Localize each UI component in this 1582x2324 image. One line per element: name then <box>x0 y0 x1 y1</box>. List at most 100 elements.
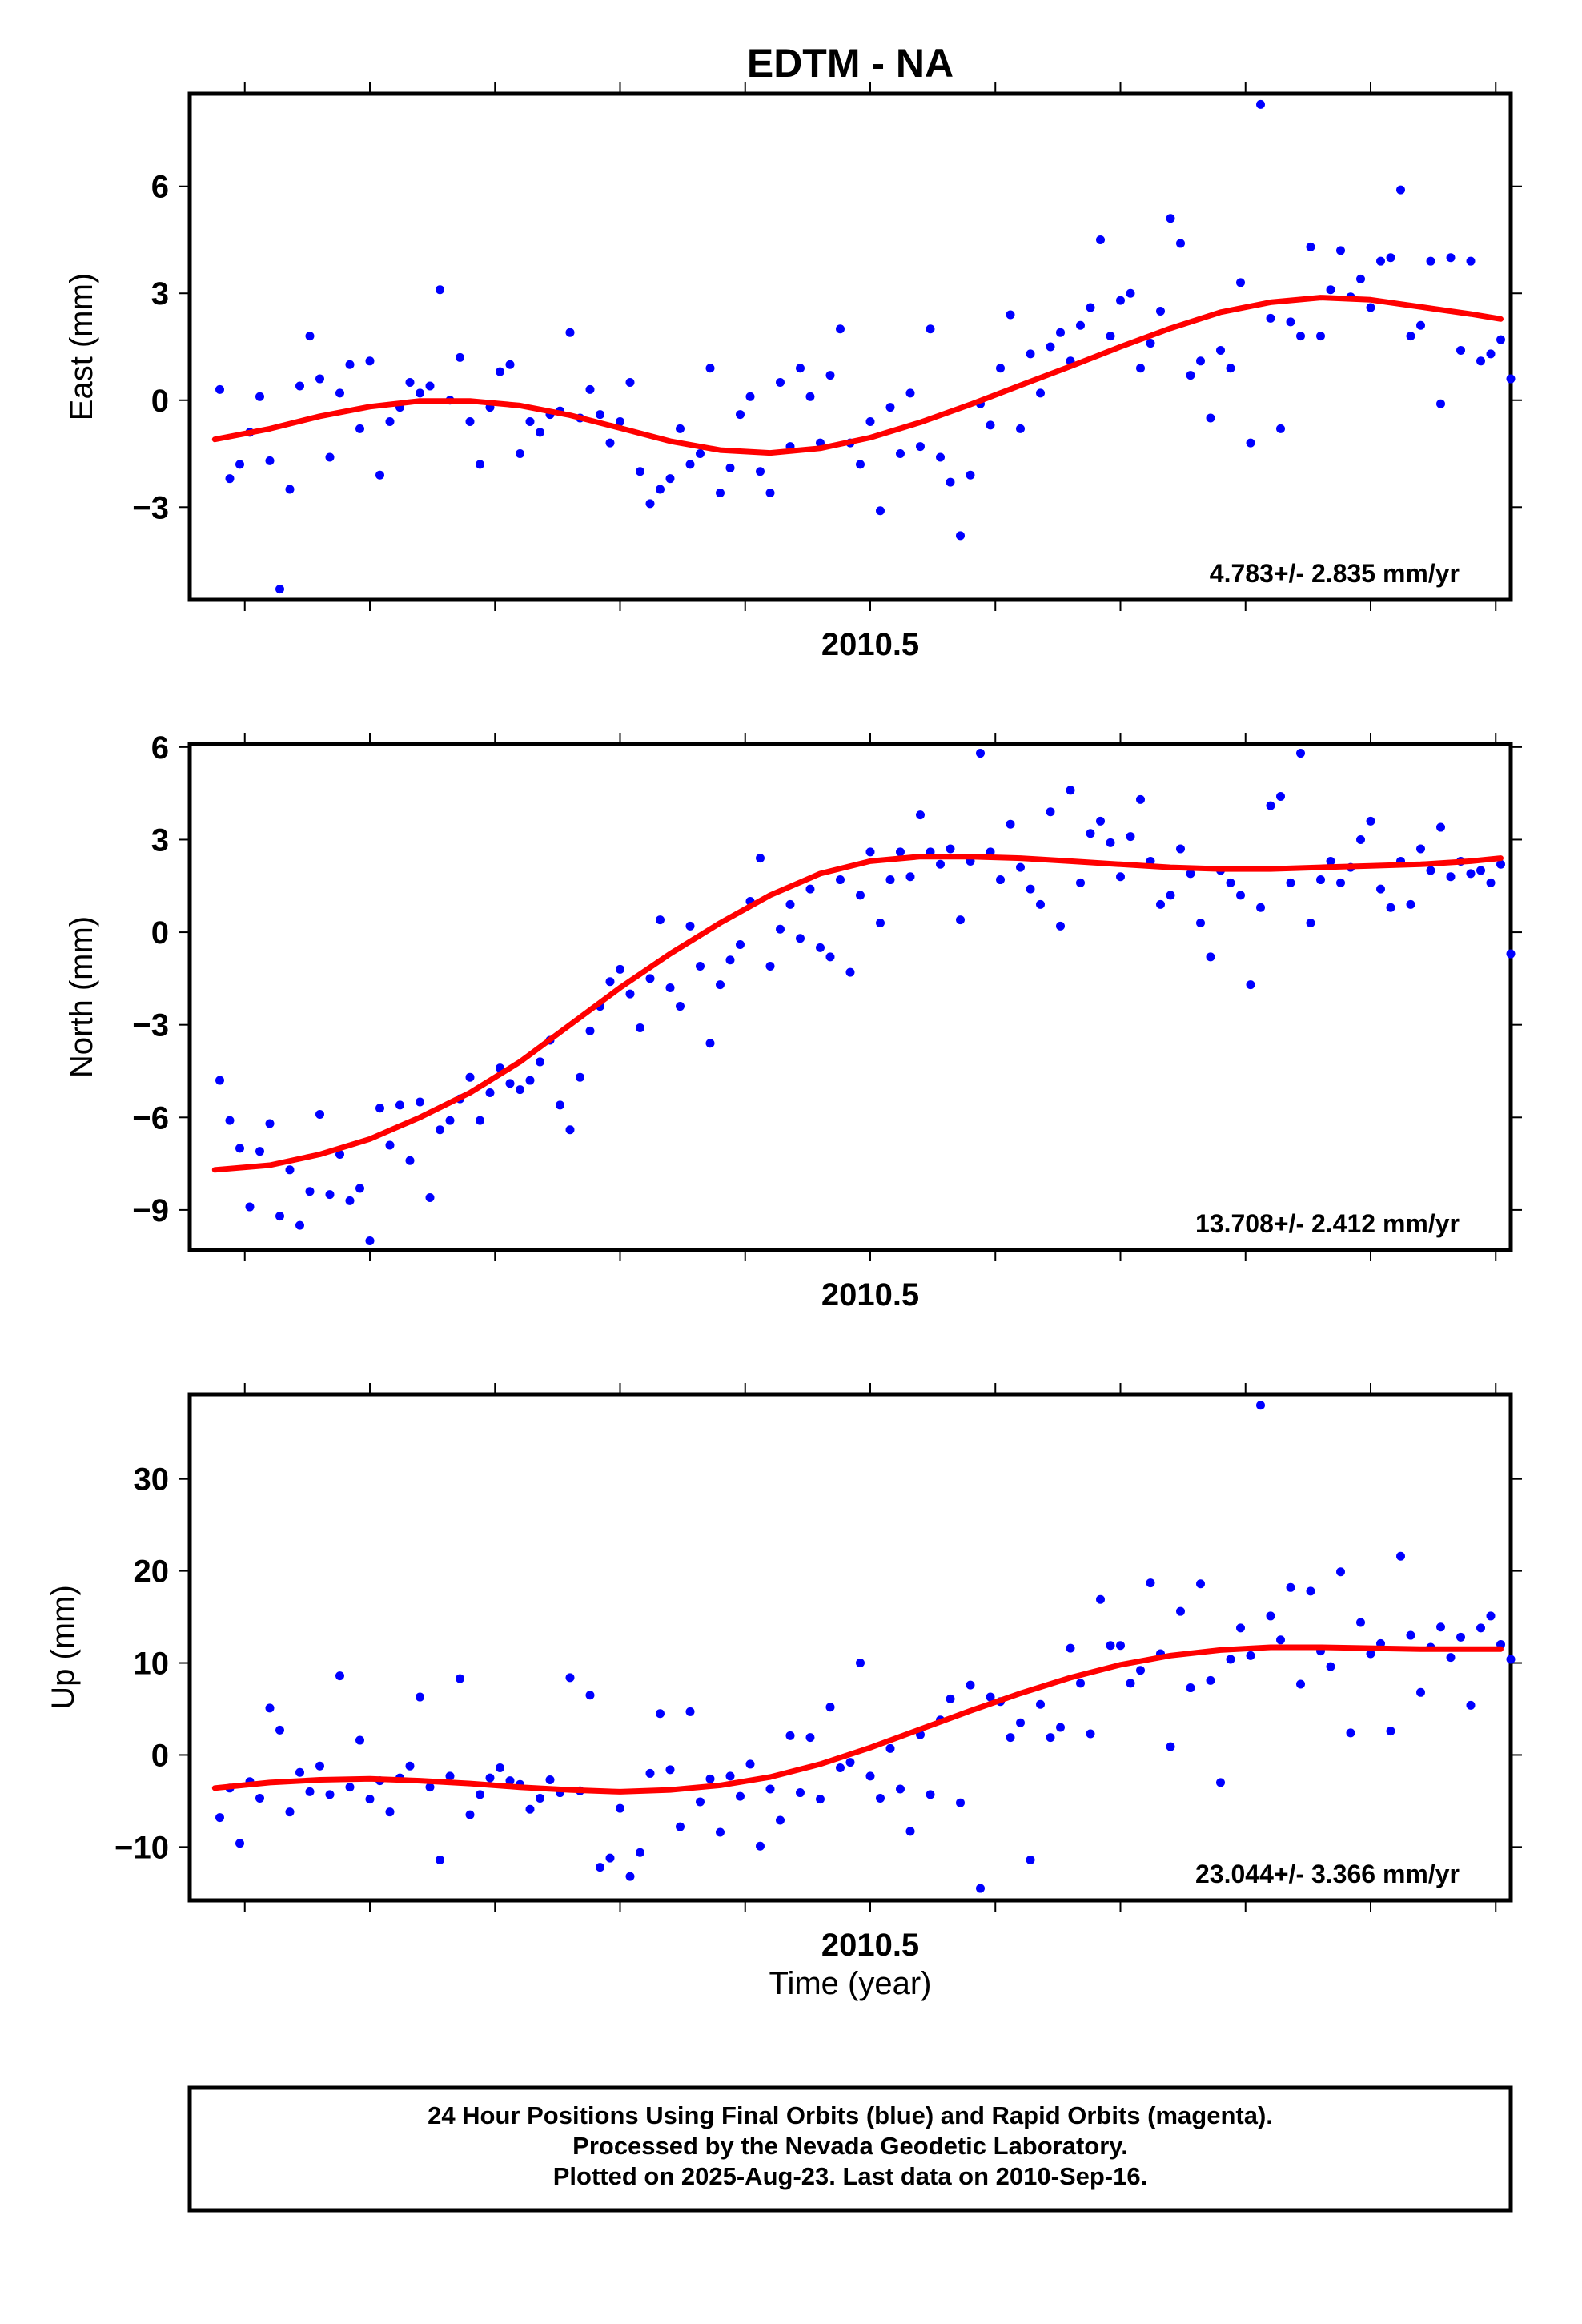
up-data-point <box>496 1763 504 1773</box>
east-data-point <box>1036 388 1045 398</box>
up-data-point <box>736 1791 745 1801</box>
north-data-point <box>536 1057 544 1067</box>
east-rate-label: 4.783+/- 2.835 mm/yr <box>1210 559 1460 588</box>
up-data-point <box>1166 1742 1175 1751</box>
east-data-point <box>1436 399 1445 408</box>
east-y-tick-label: 0 <box>151 384 169 419</box>
up-data-point <box>825 1703 835 1712</box>
east-data-point <box>716 488 725 497</box>
up-data-point <box>705 1774 715 1783</box>
north-data-point <box>375 1104 384 1113</box>
up-data-point <box>1466 1700 1476 1710</box>
up-data-point <box>1146 1578 1155 1588</box>
east-data-point <box>865 416 875 426</box>
up-data-point <box>885 1743 895 1753</box>
east-data-point <box>756 467 765 476</box>
up-data-point <box>1186 1683 1195 1693</box>
east-data-point <box>1446 253 1456 263</box>
up-x-tick-label: 2010.5 <box>821 1928 919 1963</box>
east-data-point <box>1396 185 1405 195</box>
east-data-point <box>665 474 675 484</box>
east-data-point <box>905 388 915 398</box>
north-data-point <box>396 1100 404 1110</box>
east-data-point <box>1056 328 1065 337</box>
up-data-point <box>295 1767 304 1777</box>
up-data-point <box>616 1803 624 1813</box>
up-data-point <box>1086 1729 1095 1739</box>
north-data-point <box>1386 903 1395 912</box>
east-x-tick-label: 2010.5 <box>821 627 919 662</box>
east-data-point <box>1376 256 1385 266</box>
up-data-point <box>625 1872 635 1881</box>
north-data-point <box>1186 869 1195 879</box>
east-panel: 2010.5 −3 0 3 6 East (mm) 4.783+/- 2.835 mm/yr <box>64 82 1522 662</box>
north-data-point <box>696 961 705 971</box>
up-data-point <box>436 1855 444 1864</box>
east-data-point <box>275 585 284 594</box>
up-data-point <box>1096 1594 1105 1604</box>
north-data-point <box>255 1147 264 1156</box>
north-data-point <box>776 924 785 934</box>
north-data-point <box>705 1039 715 1048</box>
north-data-point <box>825 952 835 962</box>
up-data-point <box>1436 1622 1445 1632</box>
east-data-point <box>325 452 335 462</box>
up-data-point <box>1266 1611 1275 1621</box>
north-data-point <box>685 921 695 931</box>
east-data-point <box>465 416 475 426</box>
up-data-point <box>836 1763 845 1773</box>
east-data-point <box>1146 339 1155 348</box>
east-data-point <box>625 378 635 388</box>
north-x-tick-label: 2010.5 <box>821 1277 919 1313</box>
up-data-point <box>816 1795 825 1804</box>
up-data-point <box>905 1827 915 1836</box>
north-data-point <box>345 1196 355 1205</box>
north-data-point <box>556 1100 564 1110</box>
up-panel: 2010.5 −10 0 10 20 30 Up (mm) 23.044+/- 3.366 m… <box>46 1383 1522 1963</box>
up-data-point <box>325 1790 335 1799</box>
east-data-point <box>1456 345 1465 355</box>
north-data-point <box>565 1125 575 1135</box>
up-data-point <box>756 1841 765 1851</box>
up-data-point <box>1046 1733 1055 1743</box>
north-data-point <box>856 891 865 900</box>
east-data-point <box>1306 242 1315 251</box>
north-data-point <box>756 854 765 863</box>
north-data-point <box>716 980 725 990</box>
north-data-point <box>305 1187 315 1196</box>
east-data-point <box>1316 332 1325 341</box>
up-data-point <box>1026 1855 1035 1864</box>
east-data-point <box>416 388 424 398</box>
up-data-point <box>1006 1733 1015 1743</box>
chart-title: EDTM - NA <box>747 41 954 86</box>
east-data-point <box>926 324 935 334</box>
up-data-point <box>265 1703 275 1713</box>
north-data-point <box>525 1076 535 1085</box>
east-data-point <box>1136 364 1145 373</box>
east-data-point <box>1426 256 1435 266</box>
north-data-point <box>976 749 985 758</box>
east-data-point <box>996 364 1005 373</box>
east-data-point <box>1266 313 1275 323</box>
east-data-point <box>776 378 785 388</box>
north-data-point <box>1206 952 1215 962</box>
up-y-tick-label: 0 <box>151 1738 169 1773</box>
up-data-point <box>596 1863 604 1872</box>
up-data-point <box>1036 1699 1045 1709</box>
north-data-point <box>405 1156 415 1165</box>
east-data-point <box>1366 303 1375 312</box>
east-data-point <box>365 356 375 366</box>
east-data-point <box>876 506 885 516</box>
up-data-point <box>1446 1653 1456 1663</box>
east-data-point <box>405 378 415 388</box>
north-data-point <box>485 1088 495 1097</box>
up-data-point <box>1396 1551 1405 1561</box>
north-data-point <box>656 915 665 925</box>
east-data-point <box>1176 239 1185 248</box>
east-data-point <box>885 403 895 412</box>
up-data-point <box>536 1793 544 1803</box>
up-data-point <box>445 1771 455 1781</box>
north-y-tick-label: −6 <box>132 1100 169 1136</box>
up-data-point <box>1486 1611 1496 1621</box>
up-data-point <box>1296 1679 1305 1689</box>
